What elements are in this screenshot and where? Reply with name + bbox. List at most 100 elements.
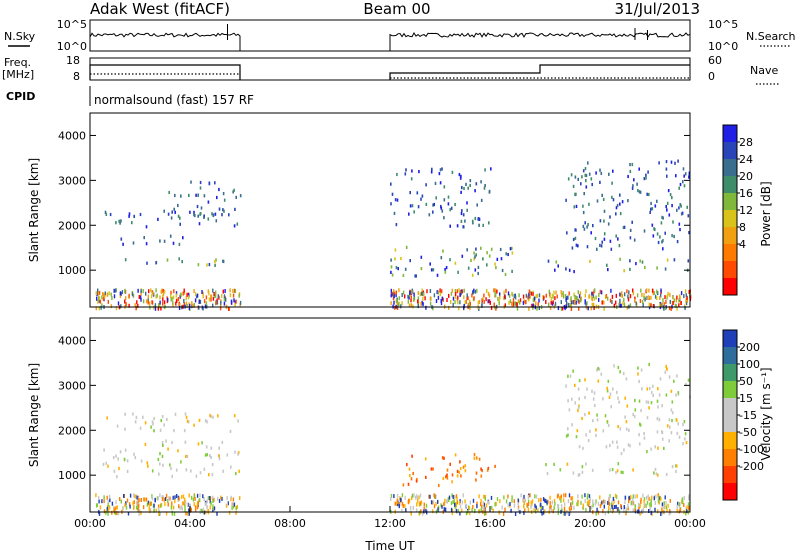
range-gate-cell	[210, 456, 212, 460]
range-gate-cell	[629, 169, 632, 174]
range-gate-cell	[107, 464, 109, 468]
range-gate-cell	[671, 204, 673, 208]
range-gate-cell	[159, 452, 161, 456]
range-gate-cell	[616, 445, 619, 449]
range-gate-cell	[488, 293, 491, 298]
range-gate-cell	[456, 496, 458, 501]
range-gate-cell	[615, 234, 617, 238]
range-gate-cell	[555, 260, 558, 264]
range-gate-cell	[433, 293, 436, 298]
range-gate-cell	[149, 501, 151, 506]
range-gate-cell	[666, 367, 668, 371]
range-gate-cell	[585, 289, 587, 294]
range-gate-cell	[160, 289, 162, 294]
range-gate-cell	[220, 300, 222, 305]
range-gate-cell	[651, 495, 653, 500]
range-gate-cell	[562, 294, 565, 299]
range-gate-cell	[138, 503, 140, 508]
range-gate-cell	[685, 441, 688, 445]
range-gate-cell	[683, 294, 685, 299]
range-gate-cell	[563, 493, 565, 498]
range-gate-cell	[659, 295, 661, 300]
range-gate-cell	[95, 493, 97, 498]
range-gate-cell	[134, 303, 136, 308]
range-gate-cell	[634, 408, 637, 412]
range-gate-cell	[643, 296, 645, 301]
range-gate-cell	[95, 306, 97, 311]
range-gate-cell	[191, 303, 193, 308]
range-gate-cell	[149, 305, 151, 310]
range-gate-cell	[490, 305, 493, 310]
nave-tick-bottom: 0	[708, 70, 715, 83]
range-gate-cell	[225, 503, 228, 508]
range-gate-cell	[666, 208, 668, 212]
range-gate-cell	[568, 268, 571, 272]
range-gate-cell	[561, 293, 563, 298]
range-gate-cell	[531, 499, 534, 504]
range-gate-cell	[511, 246, 513, 250]
range-gate-cell	[193, 502, 195, 507]
range-gate-cell	[478, 494, 480, 499]
range-gate-cell	[576, 502, 578, 507]
range-gate-cell	[237, 452, 239, 456]
range-gate-cell	[580, 298, 582, 303]
range-gate-cell	[433, 202, 435, 207]
range-gate-cell	[238, 293, 240, 298]
range-gate-cell	[662, 239, 664, 243]
range-gate-cell	[125, 302, 127, 307]
range-gate-cell	[153, 503, 155, 508]
range-gate-cell	[103, 292, 105, 297]
range-gate-cell	[470, 258, 472, 262]
range-gate-cell	[607, 423, 610, 427]
range-gate-cell	[123, 457, 126, 461]
range-gate-cell	[488, 299, 491, 304]
range-gate-cell	[626, 305, 629, 310]
range-gate-cell	[396, 299, 398, 304]
range-gate-cell	[209, 499, 211, 504]
range-gate-cell	[465, 182, 467, 186]
range-gate-cell	[569, 298, 572, 303]
range-gate-cell	[592, 224, 594, 228]
range-gate-cell	[511, 269, 513, 273]
range-gate-cell	[138, 497, 140, 502]
range-gate-cell	[469, 183, 471, 188]
range-gate-cell	[397, 267, 399, 271]
range-gate-cell	[461, 289, 463, 294]
range-gate-cell	[203, 497, 205, 502]
range-gate-cell	[197, 500, 199, 505]
range-gate-cell	[617, 507, 619, 512]
colorbar-tick-label: 24	[739, 153, 753, 166]
range-gate-cell	[607, 296, 609, 301]
range-gate-cell	[612, 169, 614, 173]
range-gate-cell	[581, 416, 583, 421]
range-gate-cell	[601, 500, 603, 505]
range-gate-cell	[143, 236, 145, 240]
range-gate-cell	[507, 503, 509, 508]
range-gate-cell	[524, 508, 526, 513]
range-gate-cell	[625, 507, 627, 512]
range-gate-cell	[480, 507, 483, 512]
range-gate-cell	[515, 301, 517, 306]
range-gate-cell	[607, 500, 609, 505]
range-gate-cell	[103, 448, 105, 452]
range-gate-cell	[197, 214, 199, 218]
range-gate-cell	[595, 433, 597, 437]
range-gate-cell	[182, 291, 184, 296]
range-gate-cell	[185, 511, 187, 516]
range-gate-cell	[437, 290, 439, 295]
range-gate-cell	[623, 448, 625, 452]
range-gate-cell	[235, 506, 237, 511]
range-gate-cell	[208, 182, 211, 186]
range-gate-cell	[511, 498, 513, 503]
range-gate-cell	[419, 493, 422, 498]
range-gate-cell	[632, 412, 634, 417]
range-gate-cell	[669, 193, 672, 197]
range-gate-cell	[116, 475, 118, 479]
range-gate-cell	[199, 299, 202, 304]
range-gate-cell	[454, 453, 457, 457]
range-gate-cell	[124, 427, 126, 431]
range-gate-cell	[231, 506, 233, 511]
range-gate-cell	[461, 186, 463, 190]
range-gate-cell	[212, 296, 215, 301]
range-gate-cell	[114, 507, 116, 512]
